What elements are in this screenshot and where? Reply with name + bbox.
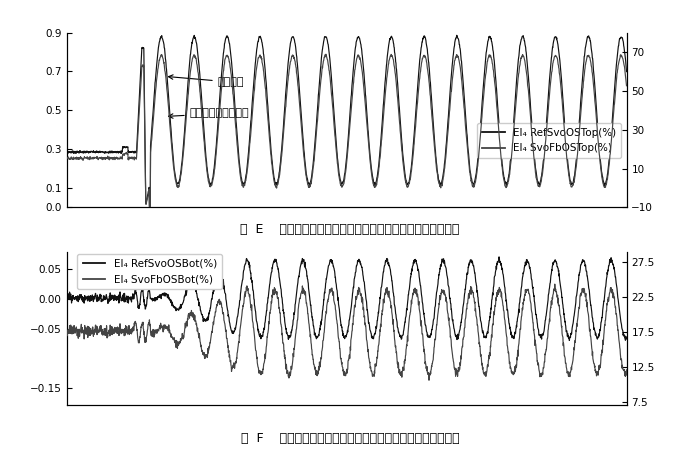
Text: 伺服阀阀芯位置反馈: 伺服阀阀芯位置反馈 <box>169 109 249 118</box>
Legend: El₄ RefSvoOSBot(%), El₄ SvoFbOSBot(%): El₄ RefSvoOSBot(%), El₄ SvoFbOSBot(%) <box>77 254 222 289</box>
Text: 速度基准: 速度基准 <box>169 75 244 87</box>
Legend: El₄ RefSvoOSTop(%), El₄ SvoFbOSTop(%): El₄ RefSvoOSTop(%), El₄ SvoFbOSTop(%) <box>477 123 622 158</box>
Text: 图  F    下伺服液压缸的伺服阀给定基准和主阀芯位置反馈曲线: 图 F 下伺服液压缸的伺服阀给定基准和主阀芯位置反馈曲线 <box>241 432 459 445</box>
Text: 图  E    上伺服液压缸的伺服阀给定基准和主阀芯位置反馈曲线: 图 E 上伺服液压缸的伺服阀给定基准和主阀芯位置反馈曲线 <box>240 223 460 236</box>
